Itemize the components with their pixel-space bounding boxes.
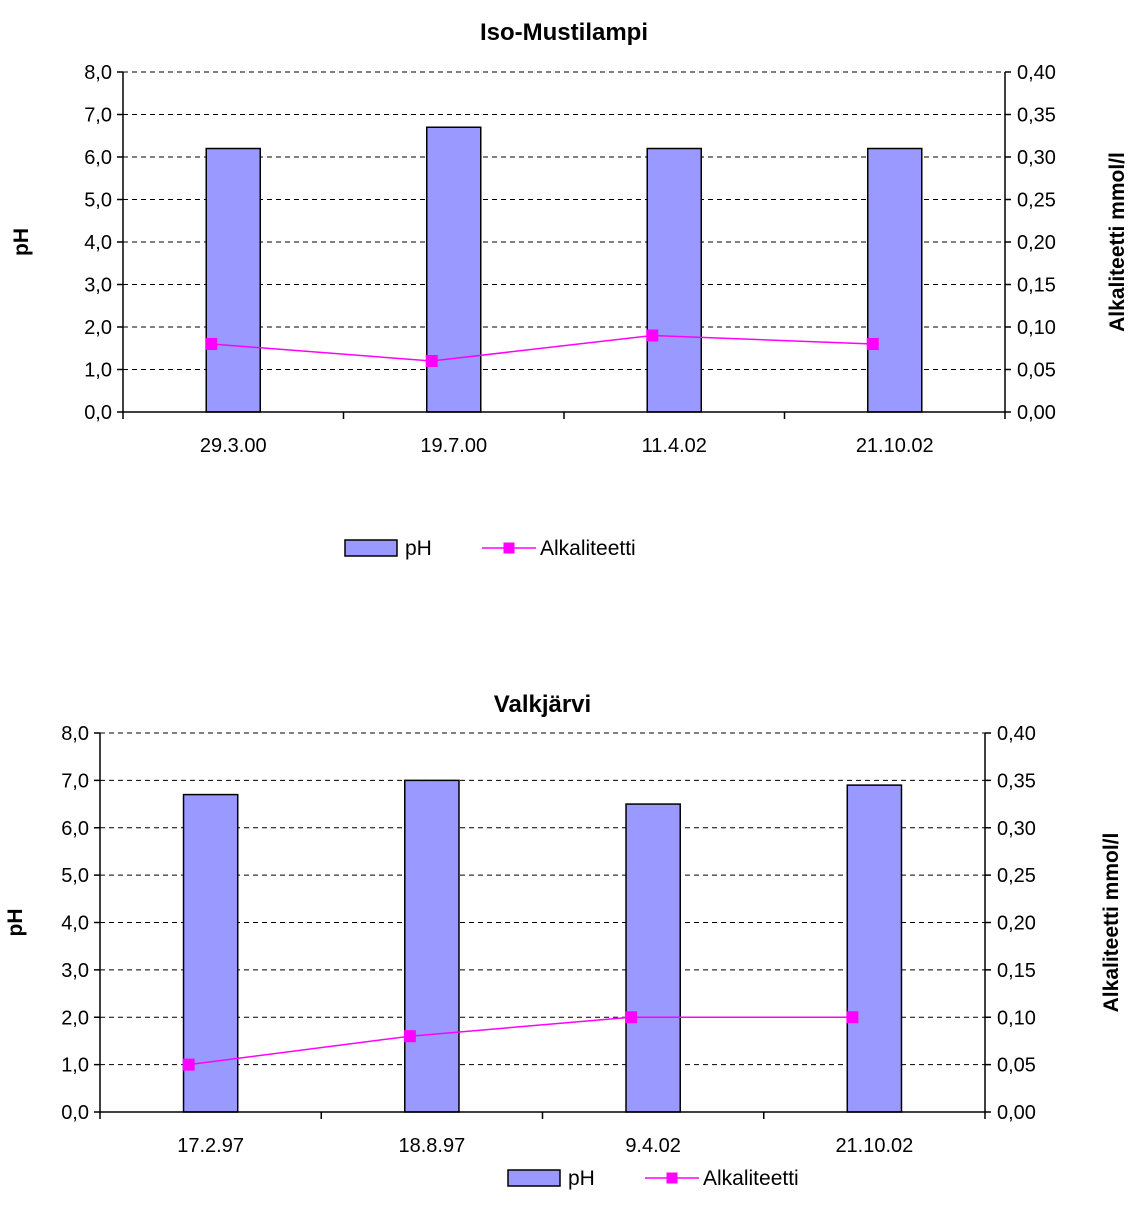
y-tick-label: 4,0 bbox=[84, 232, 112, 254]
y-tick-label: 5,0 bbox=[61, 865, 89, 887]
point-alkaliteetti bbox=[403, 1030, 416, 1043]
y-tick-label: 8,0 bbox=[61, 723, 89, 745]
point-alkaliteetti bbox=[625, 1011, 638, 1024]
point-alkaliteetti bbox=[425, 355, 438, 367]
y2-tick-label: 0,15 bbox=[997, 960, 1036, 982]
y-tick-label: 7,0 bbox=[61, 770, 89, 792]
point-alkaliteetti bbox=[182, 1058, 195, 1071]
legend-label-ph: pH bbox=[568, 1167, 595, 1190]
y2-tick-label: 0,15 bbox=[1017, 275, 1056, 297]
y2-tick-label: 0,20 bbox=[997, 913, 1036, 935]
y-tick-label: 8,0 bbox=[84, 62, 112, 84]
y2-tick-label: 0,40 bbox=[997, 723, 1036, 745]
point-alkaliteetti bbox=[205, 338, 218, 350]
point-alkaliteetti bbox=[646, 329, 659, 342]
bar-ph bbox=[866, 147, 923, 413]
y-tick-label: 2,0 bbox=[84, 317, 112, 339]
y2-tick-label: 0,35 bbox=[1017, 105, 1056, 127]
bar-ph bbox=[625, 803, 681, 1113]
y2-tick-label: 0,00 bbox=[997, 1102, 1036, 1124]
y-tick-label: 0,0 bbox=[84, 402, 112, 424]
y-axis-title: pH bbox=[4, 909, 27, 937]
chart-title: Valkjärvi bbox=[494, 691, 591, 718]
legend-marker-alkaliteetti bbox=[503, 542, 515, 554]
chart-1: Valkjärvi 0,0 1,0 2,0 3,0 4,0 5,0 6,0 7,0 8,0 0,00… bbox=[4, 691, 1123, 1190]
legend-label-alkaliteetti: Alkaliteetti bbox=[540, 537, 636, 560]
y-tick-label: 5,0 bbox=[84, 190, 112, 212]
y2-tick-label: 0,10 bbox=[1017, 317, 1056, 339]
bar-ph bbox=[846, 784, 903, 1113]
y2-tick-label: 0,05 bbox=[997, 1055, 1036, 1077]
x-tick-label: 19.7.00 bbox=[420, 435, 487, 457]
legend-label-alkaliteetti: Alkaliteetti bbox=[703, 1167, 799, 1190]
y-tick-label: 3,0 bbox=[61, 960, 89, 982]
chart-0: Iso-Mustilampi 0,0 1,0 2,0 3,0 4,0 5,0 6,0 7,0 8,… bbox=[10, 19, 1129, 560]
legend-swatch-ph bbox=[344, 539, 398, 557]
y2-tick-label: 0,20 bbox=[1017, 232, 1056, 254]
y2-tick-label: 0,35 bbox=[997, 770, 1036, 792]
chart-title: Iso-Mustilampi bbox=[480, 19, 648, 46]
point-alkaliteetti bbox=[866, 338, 879, 350]
line-alkaliteetti bbox=[211, 334, 873, 362]
y2-tick-label: 0,40 bbox=[1017, 62, 1056, 84]
y2-tick-label: 0,30 bbox=[1017, 147, 1056, 169]
bar-ph bbox=[425, 126, 482, 413]
y-tick-label: 6,0 bbox=[84, 147, 112, 169]
x-tick-label: 29.3.00 bbox=[200, 435, 267, 457]
y-tick-label: 7,0 bbox=[84, 105, 112, 127]
y2-tick-label: 0,25 bbox=[1017, 190, 1056, 212]
y-tick-label: 2,0 bbox=[61, 1007, 89, 1029]
line-alkaliteetti bbox=[188, 1016, 853, 1066]
x-tick-label: 9.4.02 bbox=[625, 1135, 681, 1157]
y-tick-label: 4,0 bbox=[61, 913, 89, 935]
legend-swatch-ph bbox=[507, 1169, 561, 1187]
y-tick-label: 3,0 bbox=[84, 275, 112, 297]
y2-axis-title: Alkaliteetti mmol/l bbox=[1106, 152, 1129, 332]
x-tick-label: 18.8.97 bbox=[399, 1135, 466, 1157]
y2-tick-label: 0,30 bbox=[997, 818, 1036, 840]
y-axis-title: pH bbox=[10, 228, 33, 256]
y-tick-label: 1,0 bbox=[61, 1055, 89, 1077]
y2-tick-label: 0,25 bbox=[997, 865, 1036, 887]
y-tick-label: 0,0 bbox=[61, 1102, 89, 1124]
y2-tick-label: 0,00 bbox=[1017, 402, 1056, 424]
legend-marker-alkaliteetti bbox=[666, 1172, 678, 1184]
y-tick-label: 6,0 bbox=[61, 818, 89, 840]
x-tick-label: 21.10.02 bbox=[835, 1135, 913, 1157]
y2-tick-label: 0,10 bbox=[997, 1007, 1036, 1029]
point-alkaliteetti bbox=[846, 1011, 859, 1024]
y-tick-label: 1,0 bbox=[84, 360, 112, 382]
bar-ph bbox=[404, 779, 460, 1113]
y2-axis-title: Alkaliteetti mmol/l bbox=[1100, 833, 1123, 1013]
x-tick-label: 11.4.02 bbox=[642, 435, 707, 457]
y2-tick-label: 0,05 bbox=[1017, 360, 1056, 382]
bar-ph bbox=[205, 147, 262, 413]
x-tick-label: 21.10.02 bbox=[856, 435, 934, 457]
x-tick-label: 17.2.97 bbox=[177, 1135, 244, 1157]
bar-ph bbox=[646, 147, 703, 413]
legend-label-ph: pH bbox=[405, 537, 432, 560]
